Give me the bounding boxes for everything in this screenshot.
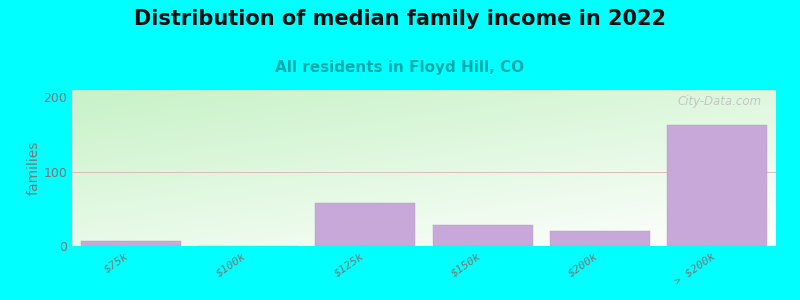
Bar [81, 241, 181, 246]
Bar [433, 225, 533, 246]
Text: Distribution of median family income in 2022: Distribution of median family income in … [134, 9, 666, 29]
Bar [667, 125, 767, 246]
Y-axis label: families: families [26, 141, 41, 195]
Bar [550, 231, 650, 246]
Bar [315, 203, 415, 246]
Text: All residents in Floyd Hill, CO: All residents in Floyd Hill, CO [275, 60, 525, 75]
Text: City-Data.com: City-Data.com [678, 95, 762, 108]
